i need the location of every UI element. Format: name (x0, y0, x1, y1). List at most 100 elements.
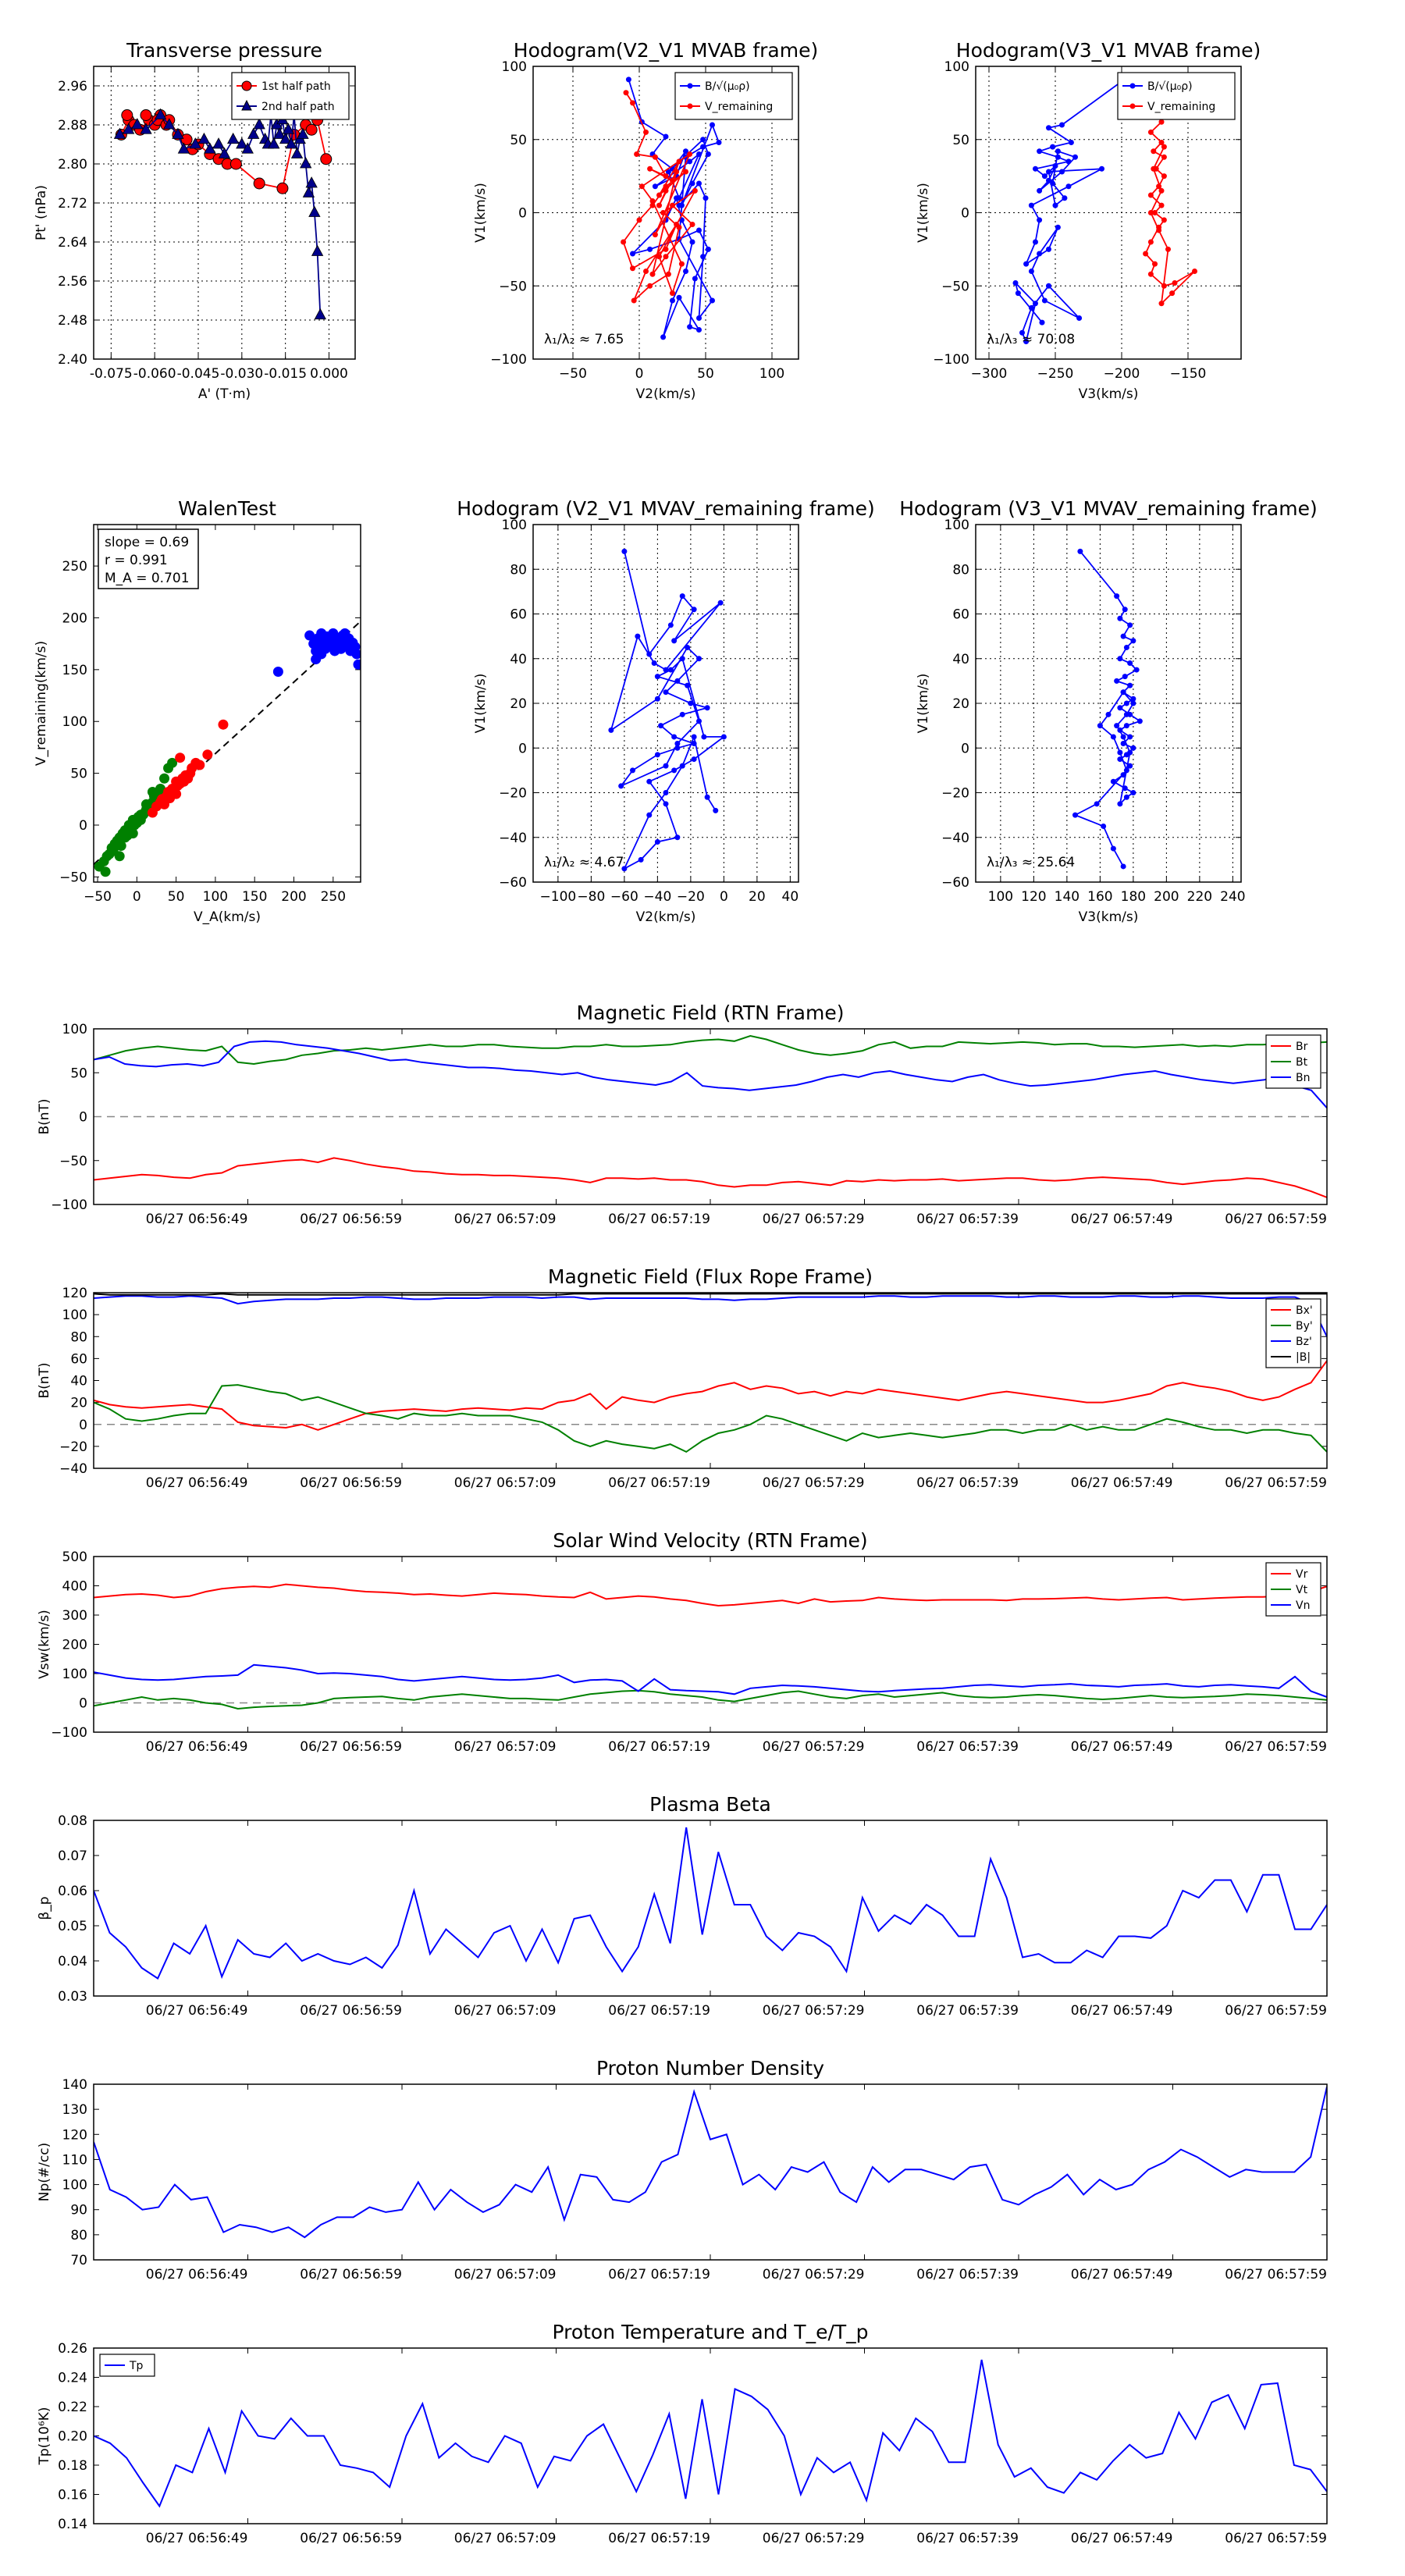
data-point-v (667, 667, 674, 673)
x-tick-label: 0 (720, 889, 728, 905)
y-tick-label: 2.48 (58, 313, 87, 329)
data-point-v (671, 734, 678, 740)
x-tick-label: 06/27 06:57:39 (916, 1212, 1019, 1227)
data-point-b- (705, 246, 711, 252)
data-point-v-remaining (692, 187, 698, 194)
plot-area (94, 1293, 1327, 1453)
data-point-v (1114, 723, 1120, 729)
y-tick-label: 120 (62, 1286, 87, 1301)
data-point-v (1072, 812, 1078, 818)
data-point-v (671, 638, 678, 644)
data-point-v (679, 656, 685, 662)
chart-title: Solar Wind Velocity (RTN Frame) (553, 1529, 867, 1552)
y-axis-label: V1(km/s) (916, 674, 931, 734)
data-point-v-remaining (1158, 202, 1165, 208)
legend: Br Bt Bn (1265, 1034, 1321, 1089)
y-tick-label: 90 (70, 2203, 87, 2218)
data-point-b- (625, 76, 631, 83)
data-point-v-remaining (1158, 119, 1165, 125)
data-point-b- (689, 180, 695, 187)
eigenvalue-ratio-annotation: λ₁/λ₂ ≈ 4.67 (544, 855, 624, 870)
y-tick-label: 20 (952, 696, 969, 712)
data-point-v-remaining (1147, 271, 1154, 277)
y-tick-label: −40 (59, 1461, 87, 1477)
x-tick-label: 06/27 06:57:19 (608, 1475, 710, 1491)
data-point-v (1117, 656, 1123, 662)
data-point-2nd-half-path (212, 137, 225, 149)
x-tick-label: 200 (1154, 889, 1179, 905)
data-point-green (100, 866, 111, 877)
data-point-v-remaining (663, 173, 669, 180)
data-point-v (1127, 682, 1133, 688)
data-point-v-remaining (1192, 269, 1197, 274)
x-tick-label: −100 (540, 889, 577, 905)
x-tick-label: 06/27 06:57:39 (916, 2531, 1019, 2546)
eigenvalue-ratio-annotation: λ₁/λ₂ ≈ 7.65 (544, 332, 624, 347)
series-line-vr (94, 1583, 1327, 1607)
data-point-v-remaining (1147, 239, 1154, 245)
data-point-b- (1076, 315, 1083, 321)
data-point-1st-half-path (276, 182, 289, 194)
data-point-b- (1068, 140, 1074, 145)
data-point-v-remaining (647, 165, 653, 172)
data-point-2nd-half-path (172, 127, 184, 139)
data-point-v (696, 656, 702, 662)
x-axis-label: V3(km/s) (1079, 386, 1139, 402)
data-point-v (674, 834, 681, 841)
series-line-vn (94, 1663, 1327, 1698)
data-point-b- (689, 239, 695, 245)
data-point-v (674, 745, 681, 751)
data-point-b- (647, 246, 653, 252)
data-point-2nd-half-path (218, 147, 231, 158)
y-tick-label: 0.07 (58, 1848, 87, 1864)
legend-label: Bx' (1296, 1304, 1313, 1317)
legend: Bx' By' Bz' |B| (1265, 1298, 1321, 1368)
legend-label: |B| (1296, 1351, 1311, 1364)
x-tick-label: 06/27 06:57:29 (763, 2531, 865, 2546)
data-point-b- (1033, 301, 1038, 307)
data-point-v (663, 790, 669, 795)
x-tick-label: 100 (988, 889, 1013, 905)
data-point-v-remaining (660, 210, 667, 215)
data-point-1st-half-path (180, 133, 193, 146)
y-tick-label: 100 (944, 518, 969, 533)
data-point-b- (700, 254, 706, 260)
data-point-b- (702, 195, 709, 201)
data-point-v (674, 741, 681, 747)
x-tick-label: −200 (1104, 366, 1140, 382)
data-point-v (713, 807, 719, 813)
data-point-v-remaining (643, 129, 649, 135)
x-tick-label: −50 (559, 366, 587, 382)
stats-line: M_A = 0.701 (105, 571, 190, 586)
x-tick-label: 20 (749, 889, 766, 905)
y-axis-label: B(nT) (37, 1362, 52, 1398)
y-tick-label: −20 (499, 786, 527, 802)
x-tick-label: 06/27 06:57:09 (454, 2267, 557, 2282)
y-tick-label: 60 (952, 607, 969, 623)
series-line-by- (94, 1384, 1327, 1453)
y-tick-label: 40 (70, 1374, 87, 1389)
y-tick-label: 150 (62, 663, 87, 678)
stats-box (98, 528, 199, 589)
x-tick-label: 06/27 06:57:59 (1225, 1212, 1327, 1227)
y-axis-label: V_remaining(km/s) (34, 641, 49, 766)
data-point-v-remaining (647, 283, 653, 289)
data-point-b- (1028, 304, 1034, 311)
y-tick-label: 0.26 (58, 2341, 87, 2357)
data-point-b- (1012, 280, 1019, 286)
data-point-v-remaining (623, 90, 629, 96)
data-point-v (663, 763, 669, 769)
plot-area (94, 1034, 1327, 1198)
data-point-v-remaining (678, 261, 685, 267)
data-point-b- (1046, 283, 1051, 289)
data-point-v-remaining (638, 183, 645, 190)
data-point-2nd-half-path (300, 157, 312, 169)
chart-title: Proton Temperature and T_e/T_p (552, 2321, 868, 2343)
plot-frame (975, 524, 1242, 883)
data-point-2nd-half-path (236, 137, 248, 149)
x-tick-label: -0.060 (133, 366, 176, 382)
data-point-v (663, 801, 669, 807)
data-point-v (704, 705, 710, 711)
legend-label: Tp (129, 2360, 144, 2372)
plot-frame (93, 2083, 1328, 2261)
